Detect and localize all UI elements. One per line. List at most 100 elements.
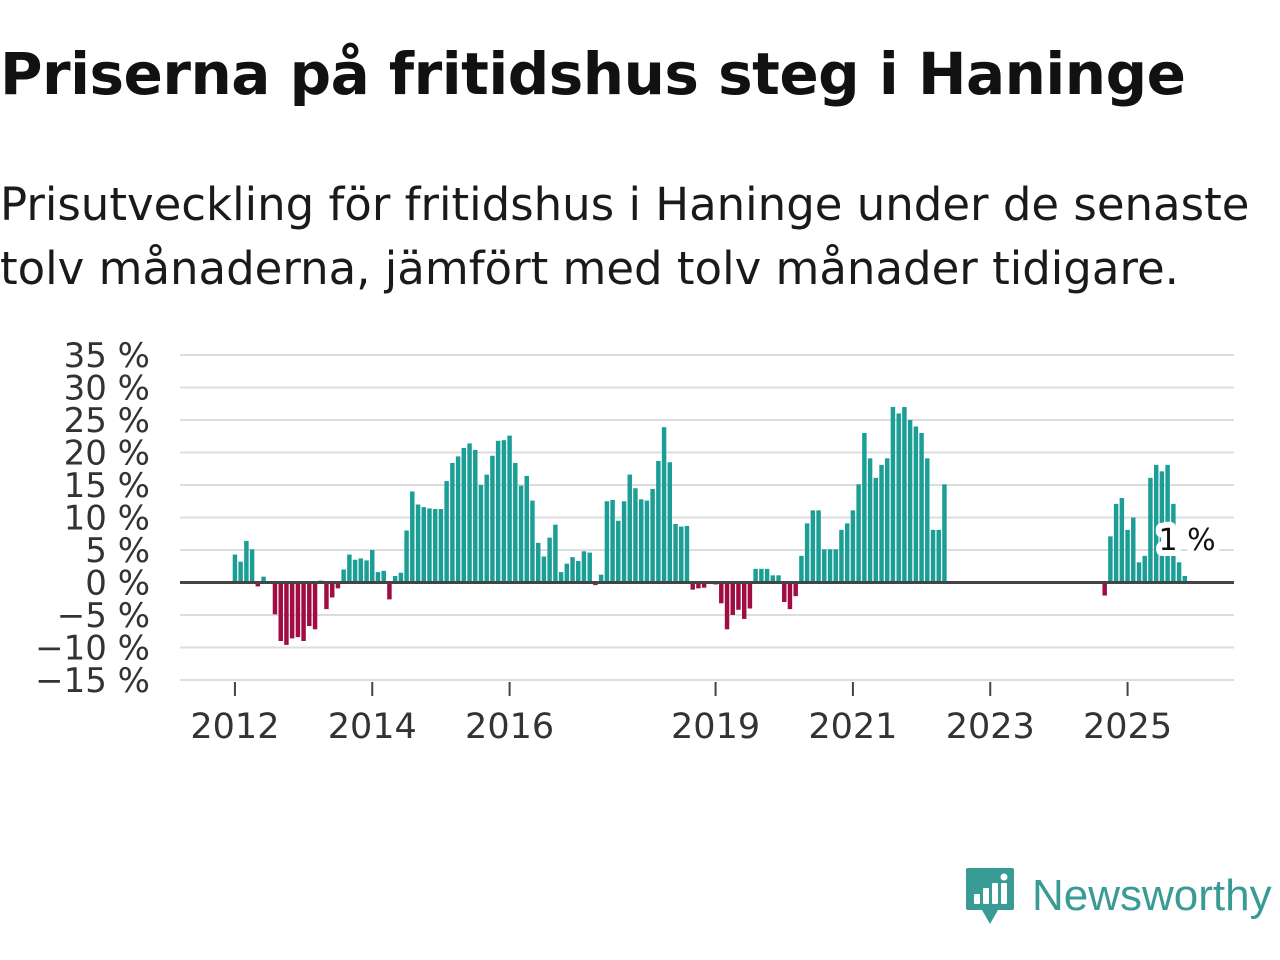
bar: [827, 549, 833, 583]
bar: [633, 488, 638, 583]
bar: [553, 524, 558, 583]
bar: [616, 520, 621, 583]
x-tick-label: 2012: [190, 707, 279, 747]
bar: [862, 433, 867, 583]
bar: [272, 582, 278, 615]
bar: [1131, 517, 1136, 583]
bar: [661, 427, 667, 583]
y-tick-label: 20 %: [64, 434, 150, 474]
bar: [518, 485, 524, 583]
bar: [1113, 503, 1119, 583]
bar: [473, 449, 478, 583]
bar: [238, 561, 243, 583]
y-tick-label: 5 %: [85, 531, 150, 571]
bar: [410, 491, 415, 583]
y-axis: 35 %30 %25 %20 %15 %10 %5 %0 %−5 %−10 %−…: [35, 336, 150, 701]
bar: [450, 462, 455, 583]
bar: [833, 549, 838, 583]
bar: [816, 510, 821, 583]
bar: [535, 542, 541, 583]
bar: [930, 529, 936, 583]
bar-series: [232, 407, 1187, 645]
bar: [295, 582, 301, 638]
bar: [484, 474, 489, 583]
bar: [398, 572, 404, 583]
bar: [673, 524, 678, 583]
bar: [919, 433, 924, 583]
bar: [347, 554, 352, 583]
y-tick-label: −5 %: [57, 596, 150, 636]
bar: [232, 554, 238, 583]
bar: [352, 559, 358, 583]
bar: [558, 572, 564, 583]
bar: [284, 582, 289, 645]
bar: [804, 523, 810, 583]
x-tick-label: 2019: [671, 707, 760, 747]
latest-value-annotation: 1 % 1 %: [1153, 517, 1222, 564]
bar: [370, 550, 375, 583]
bar: [1148, 477, 1153, 583]
bar: [576, 561, 581, 583]
bar: [799, 555, 804, 583]
bar: [427, 508, 432, 583]
bar: [513, 462, 518, 583]
bar: [936, 529, 941, 583]
bar: [547, 537, 552, 583]
bar: [1159, 471, 1165, 583]
bar: [925, 458, 930, 583]
bar: [1136, 562, 1142, 583]
bar: [793, 582, 798, 597]
bar: [478, 485, 484, 583]
chart-title: Priserna på fritidshus steg i Haninge: [0, 40, 1186, 108]
bar: [759, 568, 764, 583]
bar: [747, 582, 753, 609]
bar: [490, 455, 495, 583]
bar: [415, 504, 421, 583]
bar: [902, 407, 907, 583]
bar: [330, 582, 335, 598]
bar: [879, 464, 884, 583]
bar: [856, 484, 861, 583]
bar: [753, 568, 758, 583]
x-tick-label: 2021: [808, 707, 897, 747]
bar: [770, 575, 776, 583]
bar: [913, 426, 919, 583]
x-tick-label: 2016: [465, 707, 554, 747]
bar: [261, 576, 266, 583]
bar: [375, 572, 381, 583]
bar: [455, 456, 461, 583]
bar: [289, 582, 295, 639]
bar: [1125, 529, 1130, 583]
bar: [782, 582, 787, 602]
bar: [358, 558, 364, 583]
bar: [387, 582, 392, 600]
bar: [896, 413, 901, 583]
y-tick-label: 25 %: [64, 401, 150, 441]
bar: [810, 510, 816, 583]
bar: [679, 526, 684, 583]
bar: [885, 458, 890, 583]
bar: [1182, 576, 1187, 583]
bar: [570, 557, 575, 583]
bar: [724, 582, 730, 630]
y-tick-label: −15 %: [35, 661, 150, 701]
bar: [696, 582, 701, 589]
bar: [907, 420, 913, 583]
newsworthy-logo: Newsworthy: [964, 866, 1272, 926]
bar: [844, 523, 850, 583]
y-tick-label: 10 %: [64, 499, 150, 539]
bar: [392, 576, 398, 583]
x-tick-label: 2023: [946, 707, 1035, 747]
bar: [541, 556, 547, 583]
bar: [650, 488, 655, 583]
bar: [627, 474, 632, 583]
bar: [873, 477, 879, 583]
bar: [719, 582, 724, 604]
bar: [364, 560, 369, 583]
bar: [1153, 464, 1159, 583]
bar: [822, 549, 827, 583]
x-axis: 2012 2014 2016 2019 2021 2023 2025: [190, 682, 1172, 747]
bar: [604, 501, 610, 583]
bar: [610, 499, 615, 583]
bar: [341, 569, 346, 583]
